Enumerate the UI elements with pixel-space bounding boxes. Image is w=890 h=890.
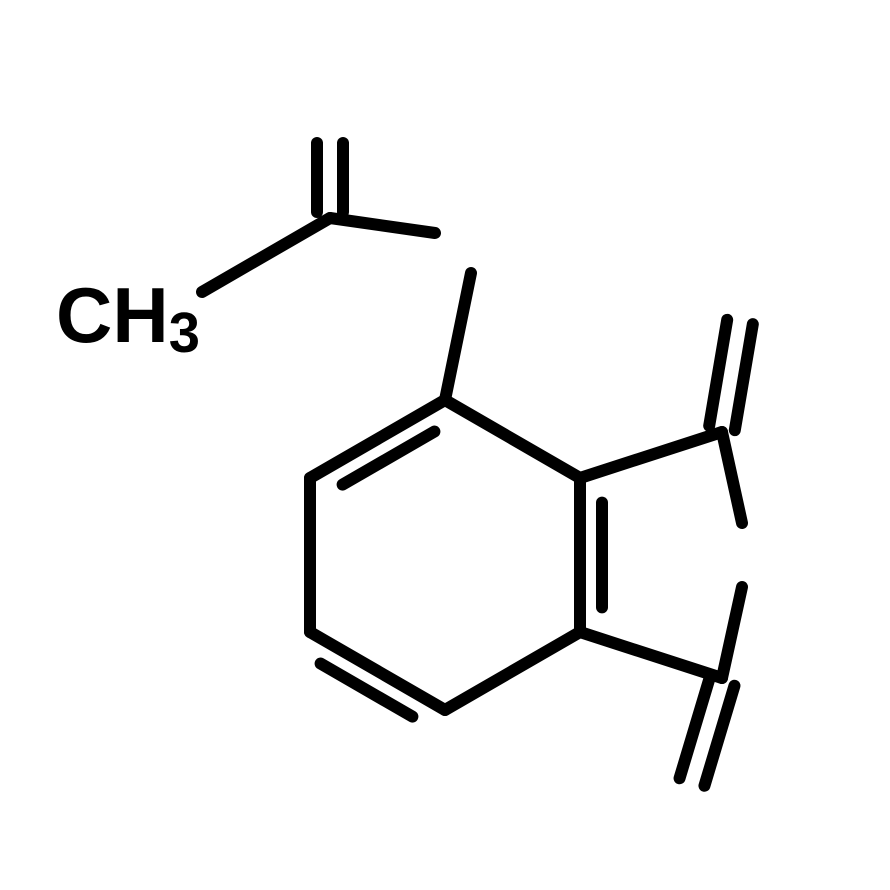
atom-ch3: CH3 xyxy=(56,271,200,364)
chemical-structure-diagram: CH3 xyxy=(0,0,890,890)
